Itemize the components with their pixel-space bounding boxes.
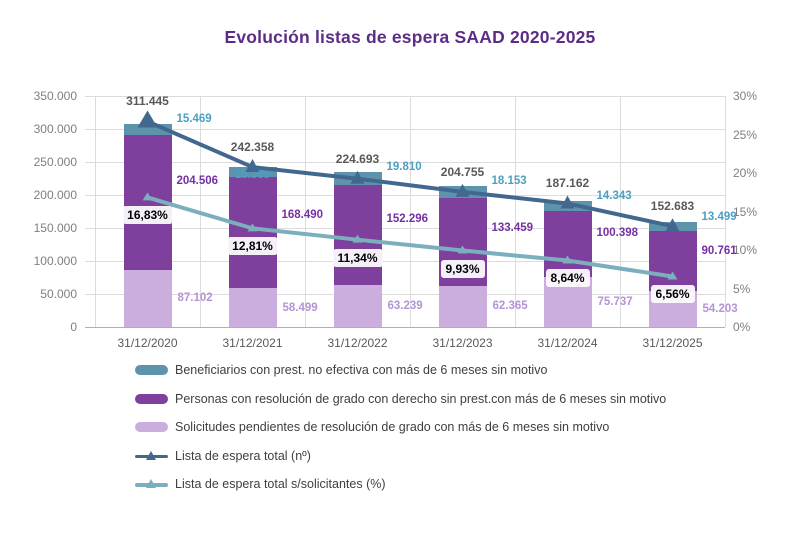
percentage-value-label: 6,56% <box>650 285 695 304</box>
bar-segment-value-label: 15.369 <box>234 169 271 182</box>
bar-segment-value-label: 62.365 <box>492 300 528 313</box>
total-value-label: 242.358 <box>230 140 275 155</box>
legend-swatch <box>135 365 168 375</box>
v-gridline <box>620 96 621 327</box>
right-axis-tick-label: 5% <box>733 281 751 296</box>
h-gridline <box>85 261 725 262</box>
bar-segment <box>123 269 172 327</box>
h-gridline <box>85 327 725 328</box>
legend-line-marker-icon <box>135 450 168 462</box>
h-gridline <box>85 96 725 97</box>
bar-segment-value-label: 13.499 <box>701 211 737 224</box>
right-axis-tick-label: 30% <box>733 89 758 103</box>
percentage-value-label: 9,93% <box>440 259 485 278</box>
bar-segment-value-label: 204.506 <box>176 174 219 187</box>
bar-segment-value-label: 58.499 <box>282 301 318 314</box>
right-axis-tick-label: 0% <box>733 320 751 334</box>
legend-label: Personas con resolución de grado con der… <box>175 391 667 406</box>
bar-segment <box>438 285 487 327</box>
legend-item: Lista de espera total s/solicitantes (%) <box>135 474 386 494</box>
bar-segment-value-label: 168.490 <box>281 209 324 222</box>
bar-segment-value-label: 87.102 <box>177 292 213 305</box>
percentage-value-label: 11,34% <box>332 248 383 267</box>
right-axis-tick-label: 25% <box>733 127 758 142</box>
left-axis-tick-label: 200.000 <box>33 188 77 202</box>
bar-segment <box>333 285 382 327</box>
x-axis-tick-label: 31/12/2020 <box>117 336 178 350</box>
left-axis-tick-label: 250.000 <box>33 155 77 169</box>
legend-swatch <box>135 393 168 404</box>
left-axis-tick-label: 50.000 <box>40 287 77 301</box>
bar-segment <box>648 231 697 292</box>
bar-segment <box>228 177 277 289</box>
bar-segment-value-label: 19.810 <box>386 160 422 173</box>
left-axis-tick-label: 150.000 <box>33 221 77 235</box>
left-axis-tick-label: 300.000 <box>33 122 77 136</box>
percentage-value-label: 12,81% <box>227 237 278 256</box>
bar-segment-value-label: 18.153 <box>491 174 527 187</box>
legend-item: Solicitudes pendientes de resolución de … <box>135 417 609 437</box>
legend-item: Beneficiarios con prest. no efectiva con… <box>135 360 547 380</box>
right-axis-tick-label: 20% <box>733 166 758 180</box>
h-gridline <box>85 129 725 130</box>
left-axis-tick-label: 100.000 <box>33 254 77 268</box>
bar-segment-value-label: 90.761 <box>701 245 737 258</box>
bar-segment-value-label: 14.343 <box>596 190 632 203</box>
bar-segment-value-label: 63.239 <box>387 300 423 313</box>
bar-segment <box>648 222 697 232</box>
bar-segment-value-label: 54.203 <box>702 303 738 316</box>
bar-segment <box>123 124 172 135</box>
left-axis-tick-label: 0 <box>70 320 77 334</box>
legend-label: Solicitudes pendientes de resolución de … <box>175 420 610 434</box>
total-value-label: 152.683 <box>650 199 695 214</box>
right-axis-tick-label: 10% <box>733 243 758 257</box>
bar-segment <box>333 171 382 185</box>
percentage-value-label: 8,64% <box>545 269 590 288</box>
legend-label: Lista de espera total s/solicitantes (%) <box>175 477 386 491</box>
total-value-label: 311.445 <box>126 94 169 109</box>
bar-segment <box>438 185 487 198</box>
v-gridline <box>515 96 516 327</box>
percentage-value-label: 16,83% <box>122 206 173 225</box>
v-gridline <box>725 96 726 327</box>
bar-segment-value-label: 75.737 <box>597 296 633 308</box>
legend-swatch <box>135 422 168 432</box>
bar-segment <box>543 201 592 211</box>
chart-title: Evolución listas de espera SAAD 2020-202… <box>224 27 596 47</box>
x-axis-tick-label: 31/12/2022 <box>327 336 388 350</box>
total-value-label: 224.693 <box>335 151 380 166</box>
left-axis-tick-label: 350.000 <box>33 89 77 103</box>
h-gridline <box>85 294 725 295</box>
x-axis-tick-label: 31/12/2025 <box>642 336 703 350</box>
bar-segment <box>123 134 172 270</box>
bar-segment-value-label: 100.398 <box>596 226 639 239</box>
legend-label: Lista de espera total (nº) <box>175 448 311 463</box>
x-axis-tick-label: 31/12/2023 <box>432 336 493 350</box>
bar-segment <box>543 210 592 277</box>
v-gridline <box>95 96 96 327</box>
legend-item: Personas con resolución de grado con der… <box>135 389 666 409</box>
bar-segment <box>228 288 277 327</box>
bar-segment-value-label: 15.469 <box>176 113 212 126</box>
x-axis-tick-label: 31/12/2024 <box>537 336 598 350</box>
bar-segment-value-label: 152.296 <box>386 212 429 225</box>
legend-label: Beneficiarios con prest. no efectiva con… <box>175 363 548 377</box>
right-axis-tick-label: 15% <box>733 204 758 219</box>
x-axis-tick-label: 31/12/2021 <box>222 336 283 350</box>
total-value-label: 204.755 <box>440 164 485 179</box>
bar-segment-value-label: 133.459 <box>491 221 534 234</box>
total-value-label: 187.162 <box>545 176 590 191</box>
legend-item: Lista de espera total (nº) <box>135 446 311 466</box>
bar-segment <box>333 184 382 286</box>
legend-line-marker-icon <box>135 478 168 490</box>
